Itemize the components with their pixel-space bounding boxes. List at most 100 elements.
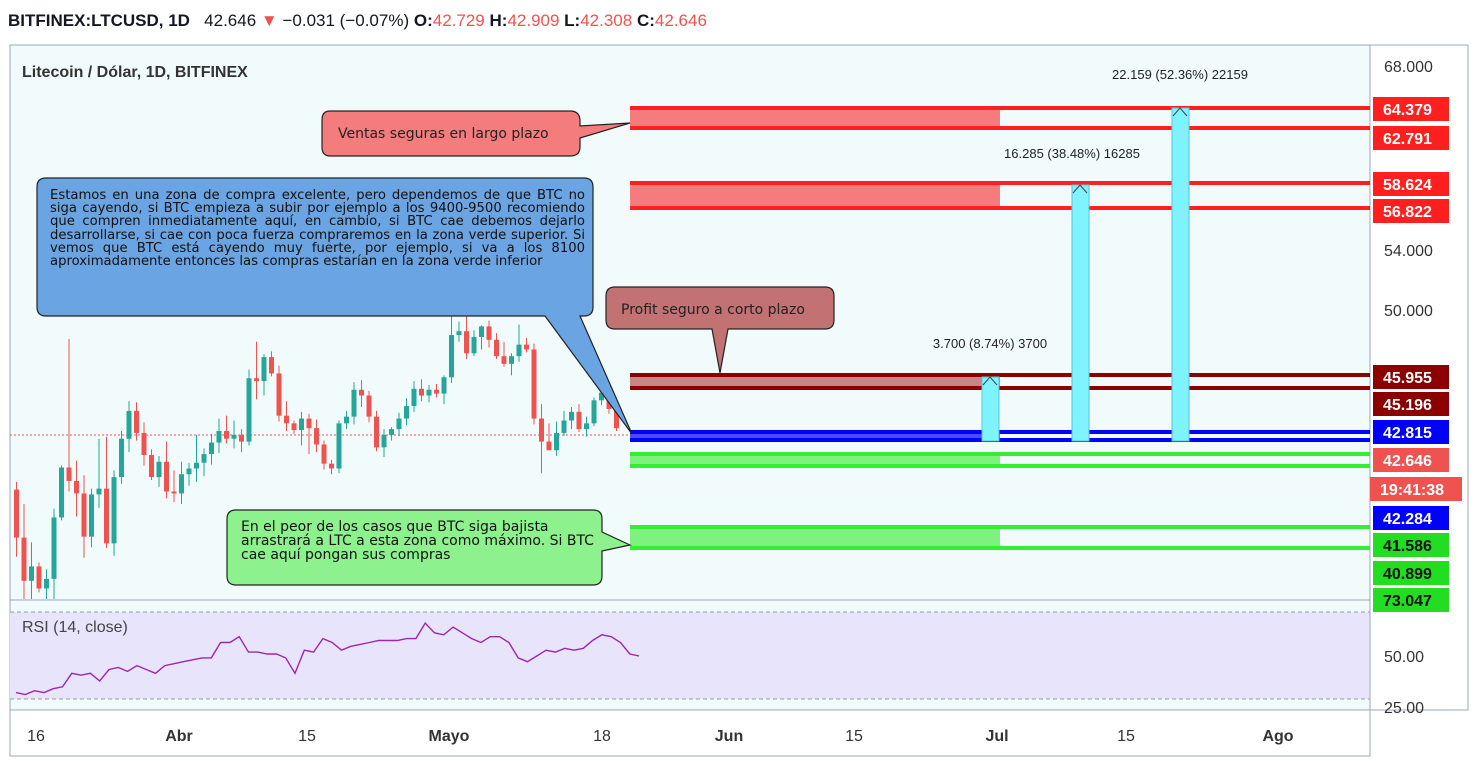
callout-buy-zone-bubble xyxy=(36,177,633,435)
candle-body xyxy=(426,389,432,396)
price-label-box xyxy=(1373,97,1449,121)
low-value: 42.308 xyxy=(580,11,633,30)
candle-body xyxy=(254,378,259,382)
candle-body xyxy=(501,356,507,364)
buy-zone-lower-fill xyxy=(630,527,1000,548)
candle-body xyxy=(404,406,409,419)
candle-body xyxy=(554,432,559,451)
candle-body xyxy=(209,442,214,455)
low-label: L: xyxy=(564,11,581,30)
callout-sell-bubble xyxy=(321,110,631,157)
price-label-box xyxy=(1373,365,1449,389)
callout-worst[interactable]: En el peor de los casos que BTC siga baj… xyxy=(226,509,632,586)
candle-body xyxy=(591,400,597,424)
candle-body xyxy=(561,420,567,433)
symbol-name[interactable]: BITFINEX:LTCUSD, 1D xyxy=(8,11,190,30)
candle-body xyxy=(201,454,207,463)
candle-body xyxy=(329,463,334,469)
candle-body xyxy=(224,431,229,439)
price-label-box xyxy=(1373,506,1449,530)
candle-body xyxy=(456,331,462,336)
entry-zone[interactable] xyxy=(630,430,1370,442)
candle-body xyxy=(344,416,349,424)
candle-body xyxy=(246,378,252,442)
candle-body xyxy=(194,462,199,469)
price-label-text: 19:41:38 xyxy=(1380,482,1444,499)
candle-body xyxy=(119,438,124,478)
candle-body xyxy=(509,356,514,364)
price-label-text: 73.047 xyxy=(1383,593,1432,610)
candle-body xyxy=(396,418,402,430)
price-label-text: 45.955 xyxy=(1383,370,1432,387)
candle-body xyxy=(44,578,49,589)
candle-body xyxy=(21,537,27,581)
price-label-text: 42.284 xyxy=(1383,511,1432,528)
profit-zone-fill xyxy=(630,375,1000,388)
price-label-box xyxy=(1373,126,1449,150)
buy-zone-lower[interactable] xyxy=(630,525,1370,550)
sell-zone-lower[interactable] xyxy=(630,181,1370,210)
candle-body xyxy=(29,566,34,581)
candle-body xyxy=(231,434,237,439)
candle-body xyxy=(381,434,387,448)
measure-label-1: 3.700 (8.74%) 3700 xyxy=(933,336,1047,351)
price-label-text: 42.646 xyxy=(1383,453,1432,470)
measure-bar-1 xyxy=(981,376,1000,442)
price-label-text: 42.815 xyxy=(1383,425,1432,442)
x-tick-label: Jun xyxy=(715,728,743,745)
price-label-box xyxy=(1373,392,1449,416)
x-tick-label: Mayo xyxy=(429,728,470,745)
time-axis[interactable] xyxy=(9,709,1371,757)
measure-arrow-3[interactable]: 22.159 (52.36%) 22159 xyxy=(1112,67,1248,442)
candle-body xyxy=(291,423,297,431)
candle-body xyxy=(126,410,132,439)
candle-body xyxy=(14,489,19,538)
price-label-box xyxy=(1373,199,1449,223)
candle-body xyxy=(36,566,42,589)
profit-zone[interactable] xyxy=(630,373,1370,390)
measure-arrow-2[interactable]: 16.285 (38.48%) 16285 xyxy=(1004,146,1140,442)
close-label: C: xyxy=(636,11,655,30)
callout-profit[interactable]: Profit seguro a corto plazo xyxy=(605,286,835,374)
candle-body xyxy=(81,493,87,537)
arrow-up-icon xyxy=(982,376,998,386)
candle-body xyxy=(239,434,244,442)
callout-sell[interactable]: Ventas seguras en largo plazo xyxy=(321,110,631,157)
candle-body xyxy=(321,444,327,464)
candle-body xyxy=(299,418,304,431)
candle-body xyxy=(216,431,222,443)
rsi-title: RSI (14, close) xyxy=(22,619,128,636)
x-tick-label: Jul xyxy=(985,728,1008,745)
candle-body xyxy=(171,491,177,494)
candle-body xyxy=(261,357,267,382)
candle-body xyxy=(434,389,439,394)
callout-buy-zone-text: Estamos en una zona de compra excelente,… xyxy=(50,189,585,270)
measure-arrow-1[interactable]: 3.700 (8.74%) 3700 xyxy=(933,336,1047,442)
sell-zone-upper-fill xyxy=(630,108,1000,128)
candle-body xyxy=(389,429,394,435)
candle-body xyxy=(494,339,499,357)
candle-body xyxy=(486,326,492,340)
open-label: O: xyxy=(413,11,433,30)
x-tick-label: Ago xyxy=(1262,728,1293,745)
price-label-box xyxy=(1373,448,1449,472)
buy-zone-upper[interactable] xyxy=(630,452,1370,468)
callout-worst-bubble xyxy=(226,509,632,586)
price-label-text: 58.624 xyxy=(1383,177,1432,194)
x-tick-label: 16 xyxy=(27,728,45,745)
candle-body xyxy=(156,461,162,478)
candle-body xyxy=(584,423,589,430)
x-tick-label: 15 xyxy=(298,728,316,745)
price-label-box xyxy=(1373,588,1449,612)
candle-body xyxy=(276,373,282,416)
candle-body xyxy=(524,344,529,350)
callout-buy-zone[interactable]: Estamos en una zona de compra excelente,… xyxy=(36,177,633,435)
candle-body xyxy=(96,488,102,495)
sell-zone-upper[interactable] xyxy=(630,106,1370,130)
buy-zone-upper-fill xyxy=(630,454,1000,466)
price-label-text: 41.586 xyxy=(1383,538,1432,555)
measure-bar-3 xyxy=(1171,107,1190,442)
candle-body xyxy=(419,388,424,396)
high-label: H: xyxy=(489,11,508,30)
